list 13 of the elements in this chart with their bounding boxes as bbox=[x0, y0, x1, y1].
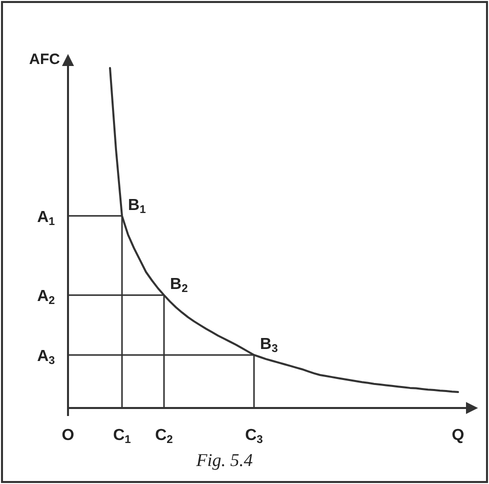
text: A$_{2}$ bbox=[37, 288, 55, 308]
y-axis-title: AFC bbox=[29, 51, 60, 68]
x-axis-title: Q bbox=[452, 427, 464, 444]
x-tick-label: C$_{3}$ bbox=[245, 427, 263, 446]
text: A$_{1}$ bbox=[37, 208, 55, 228]
annotation: B$_{3}$ bbox=[260, 336, 278, 356]
x-tick-label: O bbox=[62, 427, 74, 444]
x-tick-label: C$_{1}$ bbox=[113, 427, 131, 446]
annotation: B$_{1}$ bbox=[128, 196, 146, 216]
text: A$_{3}$ bbox=[37, 348, 55, 368]
caption: Fig. 5.4 bbox=[195, 450, 253, 470]
x-tick-label: C$_{2}$ bbox=[155, 427, 173, 446]
annotation: B$_{2}$ bbox=[170, 276, 188, 296]
